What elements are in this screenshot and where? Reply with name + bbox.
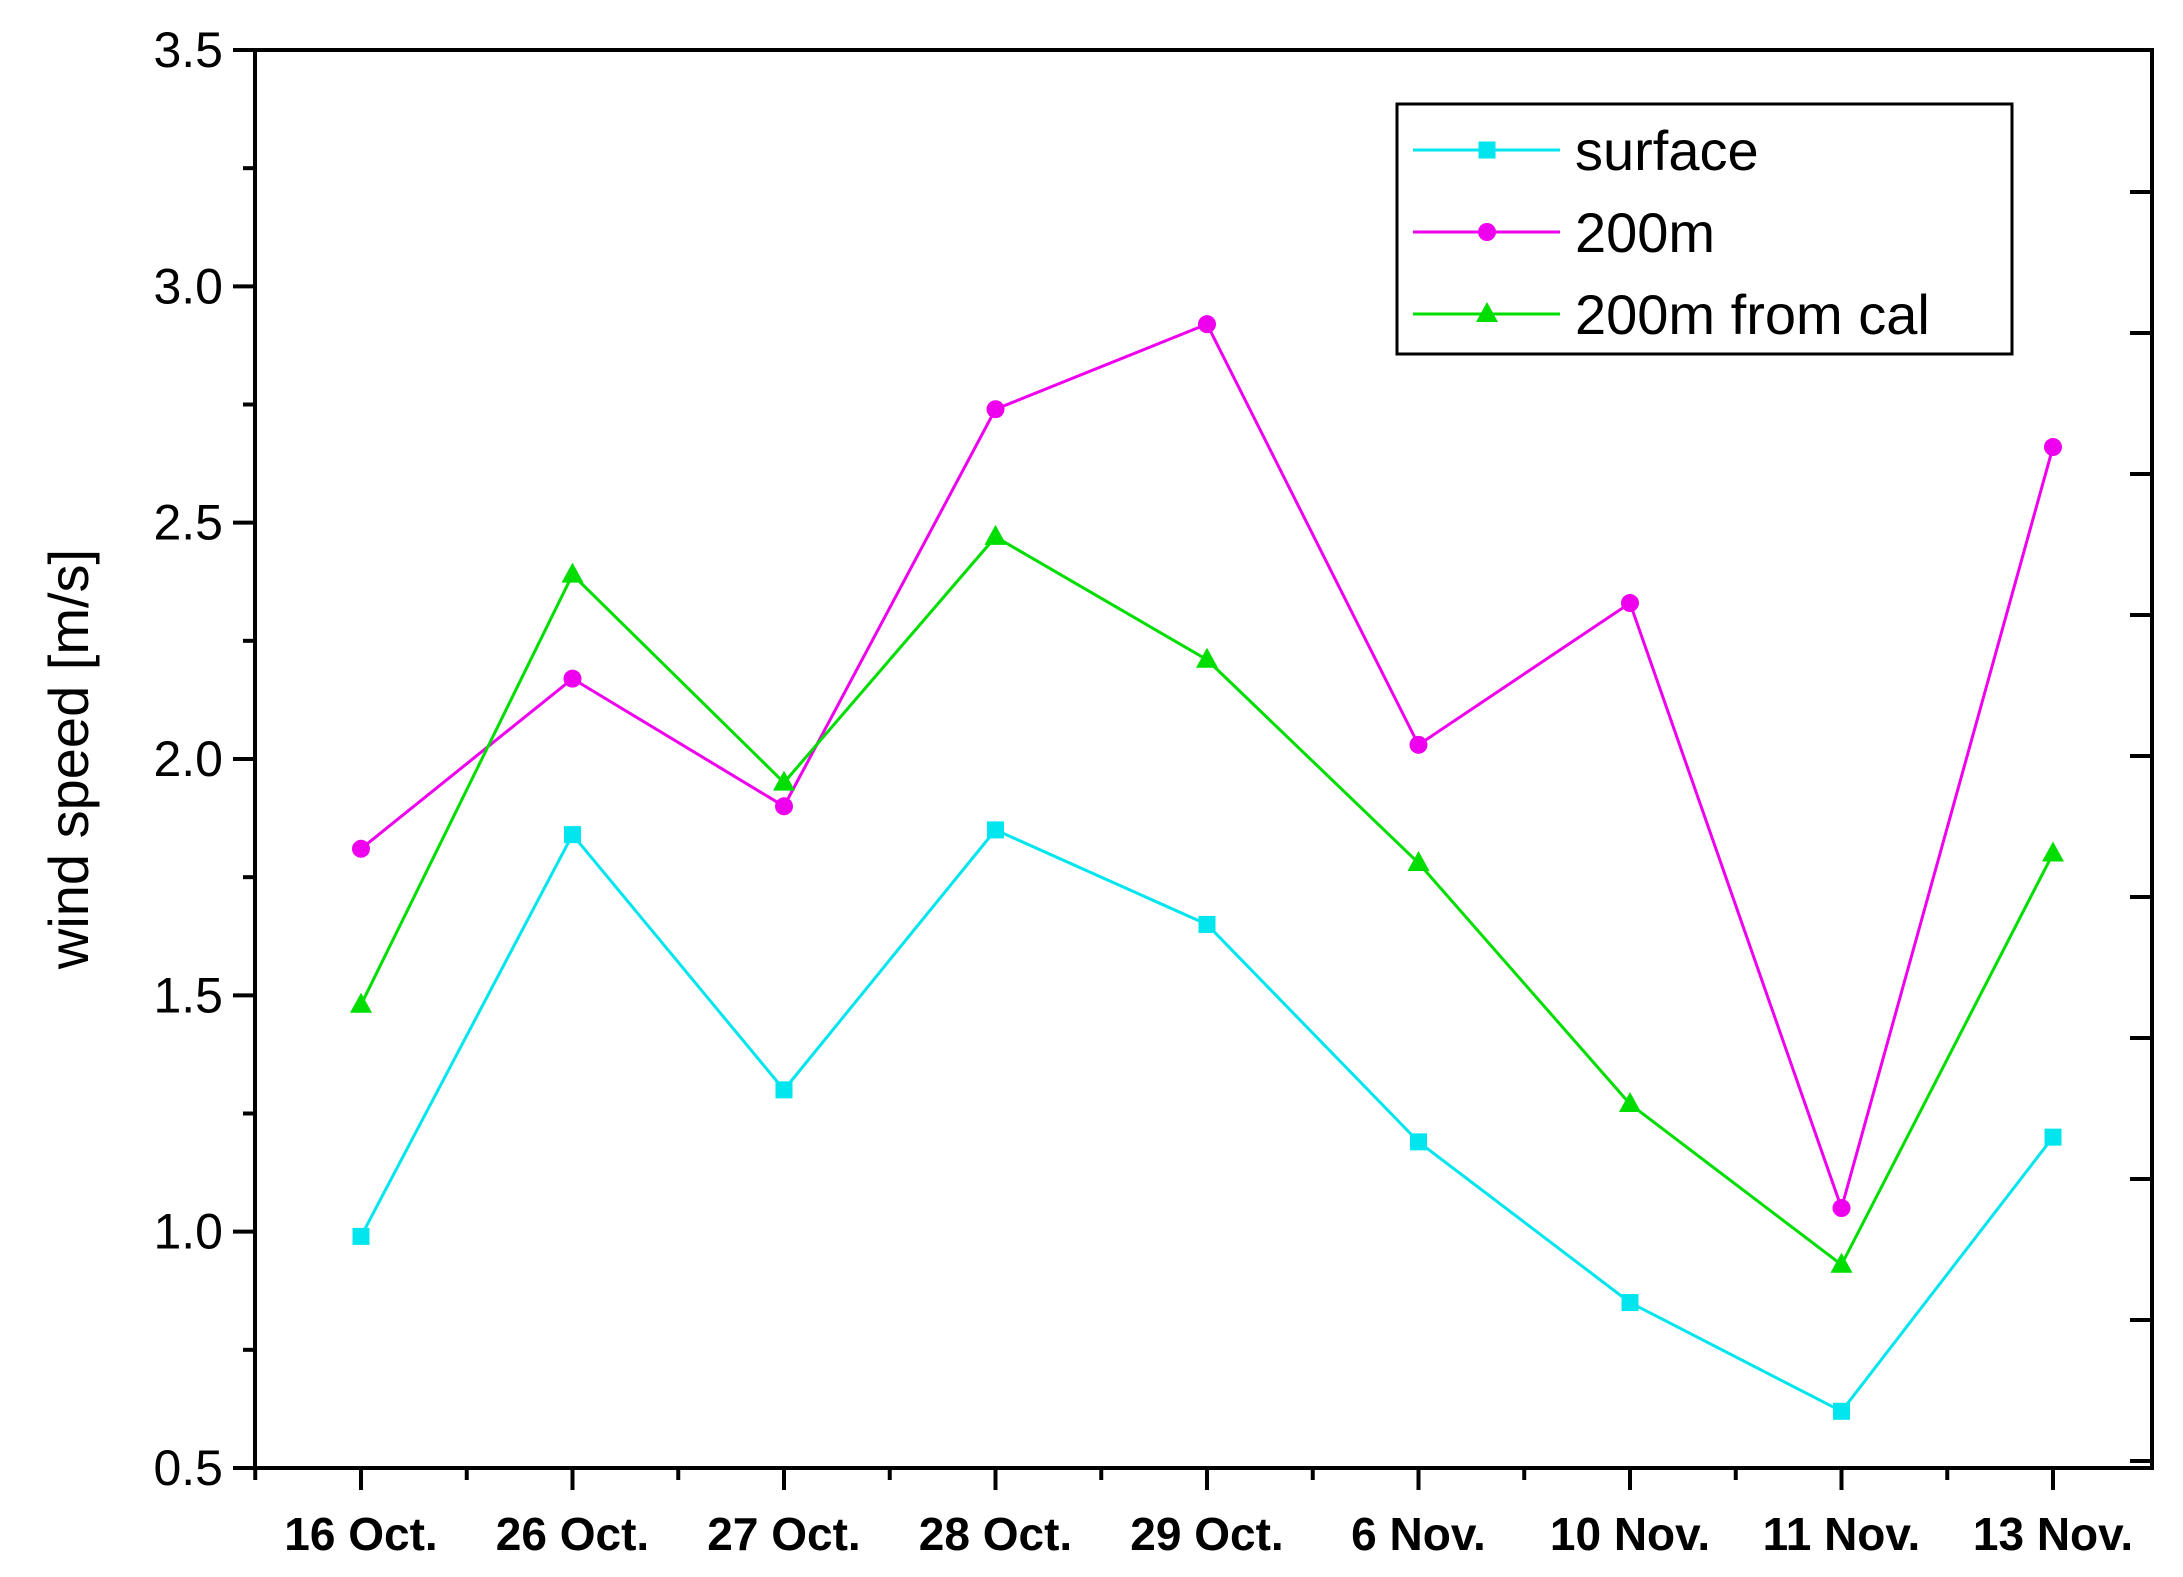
data-point xyxy=(987,821,1004,839)
legend-label: 200m xyxy=(1575,201,1715,264)
data-point xyxy=(1621,594,1639,613)
legend-marker xyxy=(1478,223,1496,241)
x-tick-label: 16 Oct. xyxy=(284,1508,437,1560)
data-point xyxy=(563,669,582,688)
data-point xyxy=(1830,1252,1853,1273)
legend-entry: surface xyxy=(1413,119,1759,182)
legend-entry: 200m xyxy=(1413,201,1715,264)
data-point xyxy=(986,400,1005,419)
x-tick-label: 29 Oct. xyxy=(1130,1508,1283,1560)
legend-label: surface xyxy=(1575,119,1759,182)
y-axis-label: wind speed [m/s] xyxy=(37,549,100,970)
y-tick-label: 3.5 xyxy=(153,22,223,78)
axis-ticks xyxy=(233,48,2152,1490)
data-point xyxy=(775,1081,793,1099)
data-point xyxy=(1198,915,1216,933)
series-200m xyxy=(352,315,2062,1218)
data-point xyxy=(2044,438,2062,457)
data-point xyxy=(1409,735,1428,754)
x-tick-label: 6 Nov. xyxy=(1351,1508,1486,1560)
data-point xyxy=(1832,1199,1851,1218)
series-line xyxy=(359,534,2055,1268)
series-line xyxy=(360,322,2055,1214)
data-point xyxy=(2042,841,2064,862)
legend-marker xyxy=(1476,302,1498,322)
x-tick-label: 27 Oct. xyxy=(707,1508,860,1560)
data-point xyxy=(773,770,795,791)
series-layer xyxy=(350,315,2064,1420)
data-point xyxy=(2044,1128,2062,1146)
series-surface xyxy=(352,821,2062,1420)
y-tick-label: 2.5 xyxy=(153,495,223,551)
x-tick-label: 10 Nov. xyxy=(1550,1508,1710,1560)
x-tick-label: 13 Nov. xyxy=(1973,1508,2133,1560)
legend-entry: 200m from cal xyxy=(1413,283,1930,346)
y-tick-label: 3.0 xyxy=(153,258,223,314)
data-point xyxy=(1198,315,1216,334)
data-point xyxy=(1833,1402,1850,1420)
data-point xyxy=(350,992,372,1013)
legend-marker xyxy=(1478,141,1496,159)
data-point xyxy=(984,524,1007,545)
y-tick-labels: 0.5 1.0 1.5 2.0 2.5 3.0 3.5 xyxy=(153,22,223,1496)
data-point xyxy=(775,797,793,816)
y-tick-label: 1.5 xyxy=(153,967,223,1023)
x-tick-label: 11 Nov. xyxy=(1763,1508,1921,1560)
data-point xyxy=(1407,850,1430,871)
legend-label: 200m from cal xyxy=(1575,283,1930,346)
data-point xyxy=(1196,647,1218,668)
data-point xyxy=(352,1227,370,1245)
legend-box xyxy=(1395,102,2014,356)
data-point xyxy=(352,839,370,858)
data-point xyxy=(1410,1133,1427,1151)
series-200m-from-cal xyxy=(350,524,2064,1273)
x-tick-labels: 16 Oct. 26 Oct. 27 Oct. 28 Oct. 29 Oct. 6 Nov… xyxy=(284,1508,2133,1560)
data-point xyxy=(561,562,584,583)
y-tick-label: 2.0 xyxy=(153,731,223,787)
data-point xyxy=(564,826,581,844)
y-tick-label: 1.0 xyxy=(153,1204,223,1260)
legend: surface 200m 200m from cal xyxy=(1395,102,2014,356)
x-tick-label: 26 Oct. xyxy=(496,1508,649,1560)
y-tick-label: 0.5 xyxy=(153,1440,223,1496)
x-tick-label: 28 Oct. xyxy=(919,1508,1072,1560)
data-point xyxy=(1619,1092,1641,1113)
data-point xyxy=(1621,1294,1639,1312)
